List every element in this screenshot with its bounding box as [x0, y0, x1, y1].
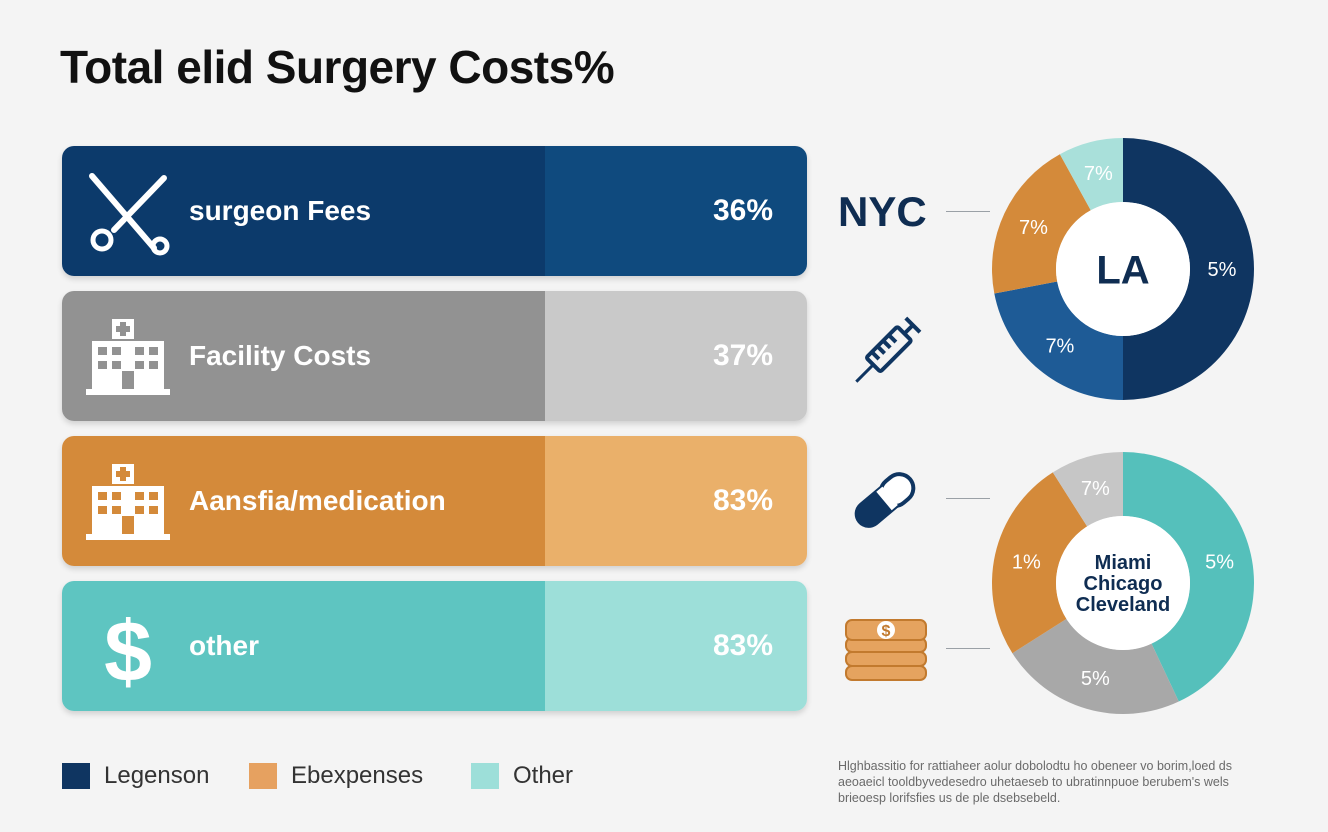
- hospital-icon: [84, 313, 172, 401]
- bar-row: surgeon Fees 36%: [62, 146, 807, 276]
- hospital-icon: [84, 458, 172, 546]
- legend-item: Other: [471, 762, 573, 790]
- legend-label: Ebexpenses: [291, 762, 424, 789]
- donut-slice: [992, 472, 1088, 654]
- donut-center-label: Miami: [1095, 552, 1152, 574]
- bar-left-segment: [62, 146, 545, 276]
- chart-title: Total elid Surgery Costs%: [60, 41, 615, 93]
- bar-right-segment: [545, 436, 807, 566]
- bar-value-label: 83%: [712, 484, 773, 517]
- slice-label: 7%: [1084, 163, 1113, 185]
- donut-center-label: Cleveland: [1076, 594, 1170, 616]
- donut-slice: [994, 281, 1123, 400]
- svg-text:$: $: [882, 623, 891, 640]
- slice-label: 5%: [1081, 668, 1110, 690]
- bar-value-label: 37%: [712, 339, 773, 372]
- syringe-icon: [855, 316, 922, 383]
- donut-slice: [1123, 138, 1254, 400]
- svg-text:$: $: [104, 604, 152, 691]
- donut-slice: [1012, 618, 1179, 714]
- bar-right-segment: [545, 146, 807, 276]
- footnote: Hlghbassitio for rattiaheer aolur dobolo…: [838, 759, 1232, 805]
- bar-right-segment: [545, 291, 807, 421]
- money-stack-icon: $: [845, 619, 927, 681]
- bar-row: Aansfia/medication 83%: [62, 436, 807, 566]
- legend-label: Other: [513, 762, 574, 789]
- donut-center-label: Chicago: [1084, 573, 1163, 595]
- connector-line: [946, 498, 990, 499]
- legend-item: Legenson: [62, 762, 209, 790]
- donut-hole: [1056, 202, 1190, 336]
- bar-label: Aansfia/medication: [189, 485, 446, 516]
- legend-swatch: [471, 763, 499, 789]
- dollar-icon: $: [84, 603, 172, 700]
- connector-line: [946, 211, 990, 212]
- bar-right-segment: [545, 581, 807, 711]
- connector-line: [946, 648, 990, 649]
- legend-swatch: [62, 763, 90, 789]
- bar-value-label: 36%: [712, 194, 773, 227]
- donut-slice: [1123, 452, 1254, 702]
- donut-slice: [1052, 452, 1123, 527]
- pill-icon: [854, 472, 916, 528]
- legend-swatch: [249, 763, 277, 789]
- slice-label: 7%: [1045, 335, 1074, 357]
- legend-item: Ebexpenses: [249, 762, 423, 790]
- donut-center-label: LA: [1096, 248, 1149, 292]
- bar-row: $ other 83%: [62, 581, 807, 711]
- bar-label: surgeon Fees: [189, 195, 372, 226]
- scissors-icon: [84, 168, 172, 256]
- donut-slice: [1059, 138, 1123, 211]
- slice-label: 5%: [1205, 551, 1234, 573]
- bar-label: Facility Costs: [189, 340, 372, 371]
- slice-label: 5%: [1208, 259, 1237, 281]
- city-label-nyc: NYC: [838, 188, 927, 235]
- slice-label: 1%: [1012, 551, 1041, 573]
- donut-slice: [992, 154, 1091, 294]
- donut-hole: [1056, 516, 1190, 650]
- legend-label: Legenson: [104, 762, 210, 789]
- bar-value-label: 83%: [712, 629, 773, 662]
- slice-label: 7%: [1019, 217, 1048, 239]
- donut-chart-la: 5% 7% 7% 7% LA: [992, 138, 1254, 400]
- slice-label: 7%: [1081, 478, 1110, 500]
- bar-left-segment: [62, 581, 545, 711]
- bar-label: other: [189, 630, 259, 661]
- bar-row: Facility Costs 37%: [62, 291, 807, 421]
